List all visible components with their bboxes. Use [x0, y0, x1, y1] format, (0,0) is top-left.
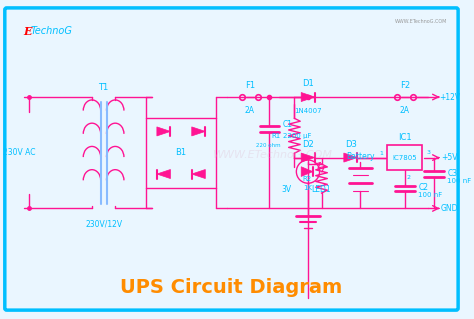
- Text: R2: R2: [303, 175, 312, 182]
- Text: D2: D2: [302, 139, 314, 149]
- Text: F2: F2: [400, 81, 410, 90]
- Text: 3V: 3V: [282, 185, 292, 194]
- Polygon shape: [157, 127, 171, 136]
- Polygon shape: [192, 169, 205, 179]
- Text: WWW.ETechnoG.COM: WWW.ETechnoG.COM: [213, 150, 333, 160]
- Text: IC7805: IC7805: [392, 155, 417, 160]
- Text: 230V/12V: 230V/12V: [85, 219, 122, 228]
- Polygon shape: [301, 167, 313, 176]
- Text: +5V: +5V: [441, 153, 458, 162]
- Text: 2200 μF: 2200 μF: [283, 133, 311, 139]
- Text: F1: F1: [245, 81, 255, 90]
- FancyBboxPatch shape: [5, 8, 458, 310]
- Text: 1: 1: [380, 151, 383, 156]
- Text: GND: GND: [441, 204, 458, 213]
- Text: 230V AC: 230V AC: [3, 148, 36, 157]
- Text: E: E: [23, 26, 32, 37]
- Text: D1: D1: [302, 79, 314, 88]
- Bar: [387, 145, 422, 170]
- Text: Battery: Battery: [346, 152, 374, 160]
- Text: C1: C1: [283, 120, 293, 129]
- Text: D3: D3: [345, 139, 356, 149]
- Text: C3: C3: [447, 168, 457, 178]
- Text: 100 nF: 100 nF: [447, 178, 472, 184]
- Text: UPS Circuit Diagram: UPS Circuit Diagram: [120, 278, 343, 297]
- Text: LED1: LED1: [312, 185, 331, 194]
- Text: C2: C2: [419, 183, 428, 192]
- Text: T1: T1: [99, 83, 109, 92]
- Polygon shape: [157, 169, 171, 179]
- Text: WWW.ETechnoG.COM: WWW.ETechnoG.COM: [395, 19, 447, 24]
- Text: 3: 3: [426, 150, 430, 155]
- Polygon shape: [192, 127, 205, 136]
- Polygon shape: [301, 153, 315, 162]
- Text: B1: B1: [175, 148, 187, 157]
- Text: TechnoG: TechnoG: [31, 26, 73, 36]
- Text: 2A: 2A: [400, 106, 410, 115]
- Text: R1: R1: [272, 133, 281, 139]
- Text: 2A: 2A: [245, 106, 255, 115]
- Text: 1K: 1K: [303, 185, 312, 191]
- Text: +12V: +12V: [439, 93, 460, 101]
- Polygon shape: [301, 93, 315, 101]
- Text: 220 ohm: 220 ohm: [256, 143, 281, 148]
- Text: 2: 2: [407, 175, 410, 181]
- Polygon shape: [344, 153, 357, 162]
- Text: 100 nF: 100 nF: [419, 192, 443, 198]
- Text: IC1: IC1: [398, 133, 411, 142]
- Text: 1N4007: 1N4007: [294, 108, 322, 114]
